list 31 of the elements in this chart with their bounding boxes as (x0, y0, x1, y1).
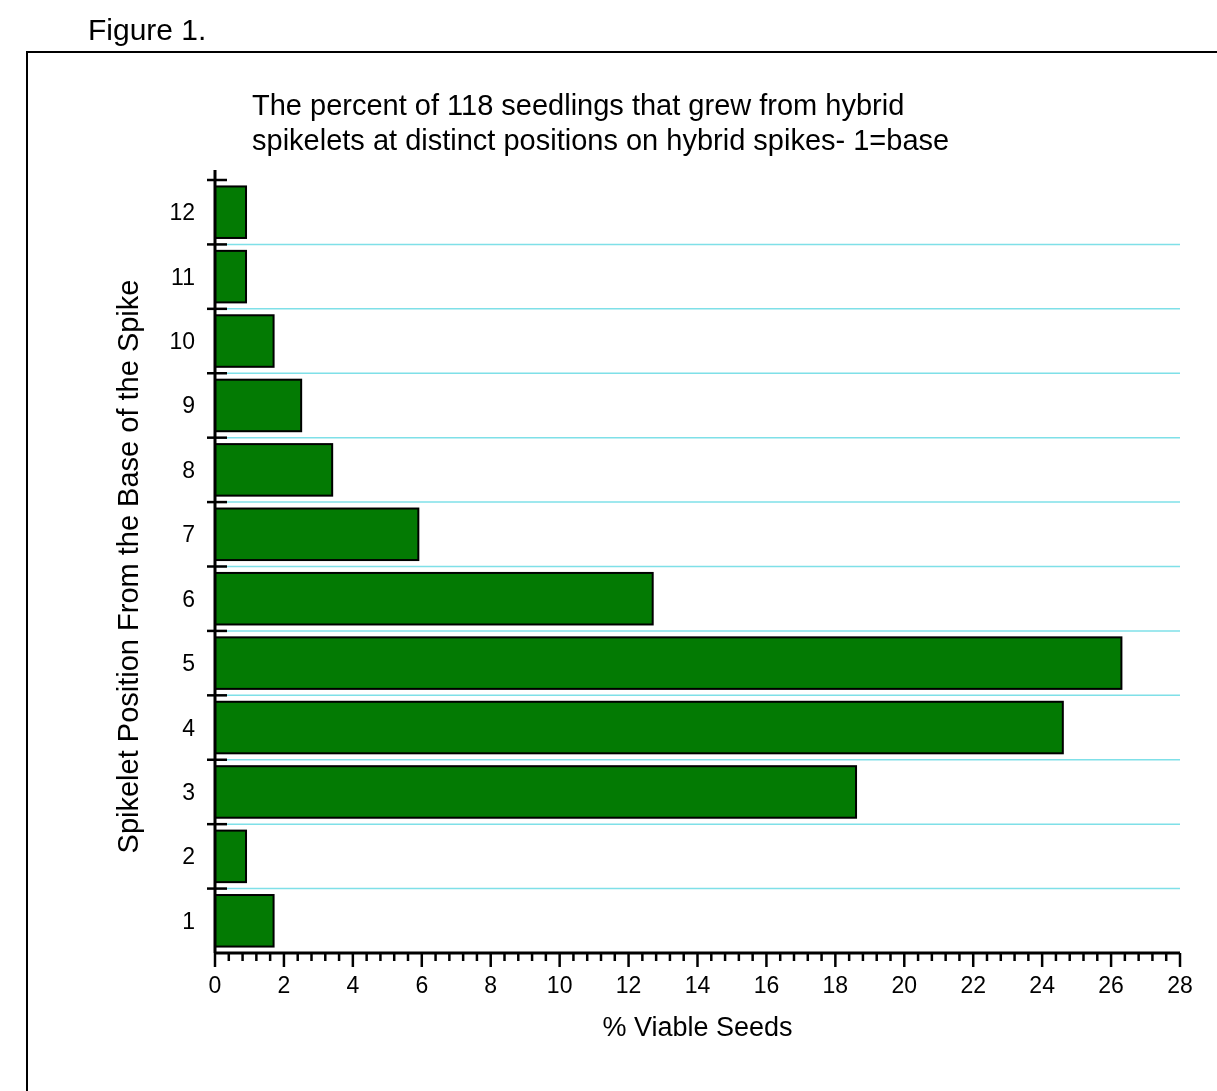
x-axis-title: % Viable Seeds (602, 1012, 793, 1042)
x-tick-label: 26 (1098, 972, 1124, 998)
x-tick-label: 6 (415, 972, 429, 998)
x-tick-label: 20 (891, 972, 918, 998)
x-tick-label: 16 (753, 972, 780, 998)
x-tick-label: 14 (684, 972, 711, 998)
x-tick-label: 10 (546, 972, 573, 998)
x-tick-label: 4 (346, 972, 360, 998)
chart-subtitle: The percent of 118 seedlings that grew from hybrid spikelets at distinct positions on hybrid spikes- 1=base (252, 89, 950, 156)
x-tick-label: 0 (208, 972, 222, 998)
y-tick-label: 3 (182, 778, 195, 805)
x-tick-label: 22 (960, 972, 987, 998)
x-tick-label: 24 (1029, 972, 1056, 998)
x-tick-label: 2 (277, 972, 291, 998)
x-tick-label: 12 (615, 972, 642, 998)
y-tick-label: 6 (182, 585, 195, 612)
y-tick-label: 2 (182, 843, 195, 870)
y-tick-label: 7 (182, 521, 195, 548)
y-tick-label: 11 (171, 263, 195, 290)
y-tick-label: 9 (182, 392, 195, 419)
y-tick-label: 10 (169, 328, 195, 355)
y-tick-label: 5 (182, 650, 195, 677)
y-tick-label: 4 (182, 714, 196, 741)
y-tick-label: 1 (182, 907, 195, 934)
x-tick-label: 18 (822, 972, 849, 998)
y-tick-label: 8 (182, 456, 195, 483)
chart-title: Figure 1. (88, 13, 207, 46)
x-tick-label: 8 (484, 972, 498, 998)
y-tick-label: 12 (169, 199, 195, 226)
y-axis-title: Spikelet Position From the Base of the Spike (112, 279, 144, 854)
x-tick-label: 28 (1167, 972, 1193, 998)
